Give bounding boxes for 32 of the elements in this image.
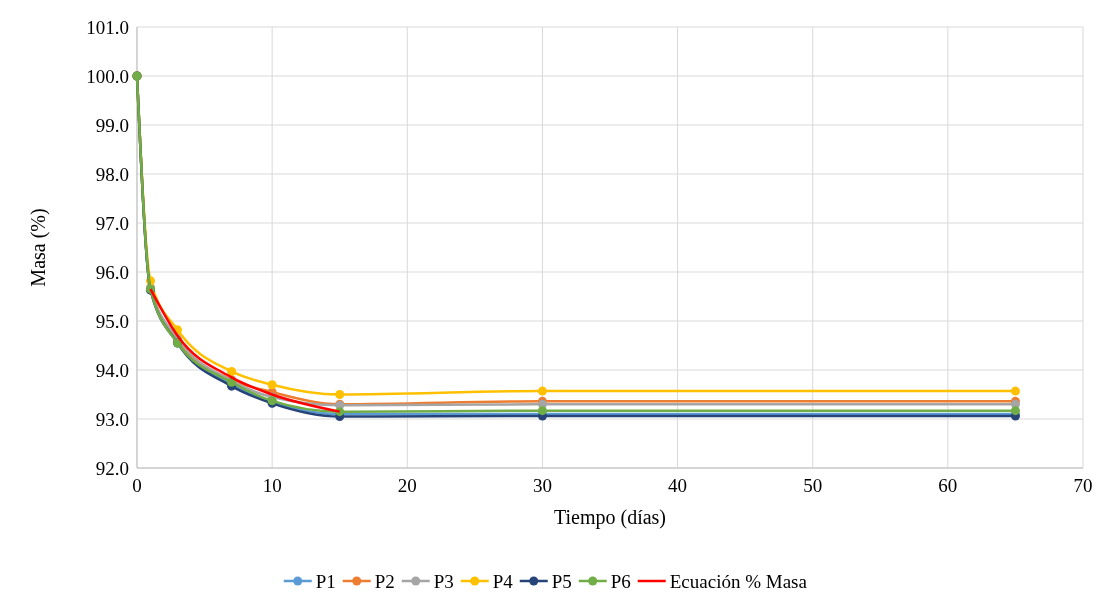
legend-label: P5 xyxy=(551,570,572,592)
x-tick-label: 0 xyxy=(132,475,142,496)
y-tick-label: 99.0 xyxy=(95,114,129,136)
x-tick-label: 40 xyxy=(668,475,688,496)
legend-label: Ecuación % Masa xyxy=(669,570,808,592)
legend-label: P6 xyxy=(610,570,631,592)
point xyxy=(227,366,237,376)
point xyxy=(267,380,277,390)
legend-label: P2 xyxy=(374,570,395,592)
x-tick-label: 20 xyxy=(397,475,417,496)
y-tick-label: 96.0 xyxy=(95,261,129,283)
y-tick-label: 98.0 xyxy=(95,163,129,185)
x-tick-label: 70 xyxy=(1073,475,1093,496)
y-tick-label: 92.0 xyxy=(95,457,129,479)
y-tick-label: 95.0 xyxy=(95,310,129,332)
y-tick-label: 101.0 xyxy=(86,16,129,38)
x-tick-label: 60 xyxy=(938,475,958,496)
x-axis-title: Tiempo (días) xyxy=(553,506,667,529)
x-tick-label: 10 xyxy=(262,475,282,496)
point xyxy=(335,390,345,399)
legend-label: P1 xyxy=(315,570,336,592)
y-tick-label: 93.0 xyxy=(95,408,129,430)
y-tick-label: 94.0 xyxy=(95,359,129,381)
x-tick-label: 50 xyxy=(803,475,823,496)
x-tick-label: 30 xyxy=(532,475,552,496)
point xyxy=(537,386,547,396)
y-tick-label: 97.0 xyxy=(95,212,129,234)
y-axis-title: Masa (%) xyxy=(27,208,50,287)
y-tick-label: 100.0 xyxy=(86,65,129,87)
legend-label: P3 xyxy=(433,570,454,592)
point xyxy=(1010,386,1020,396)
legend-label: P4 xyxy=(492,570,514,592)
